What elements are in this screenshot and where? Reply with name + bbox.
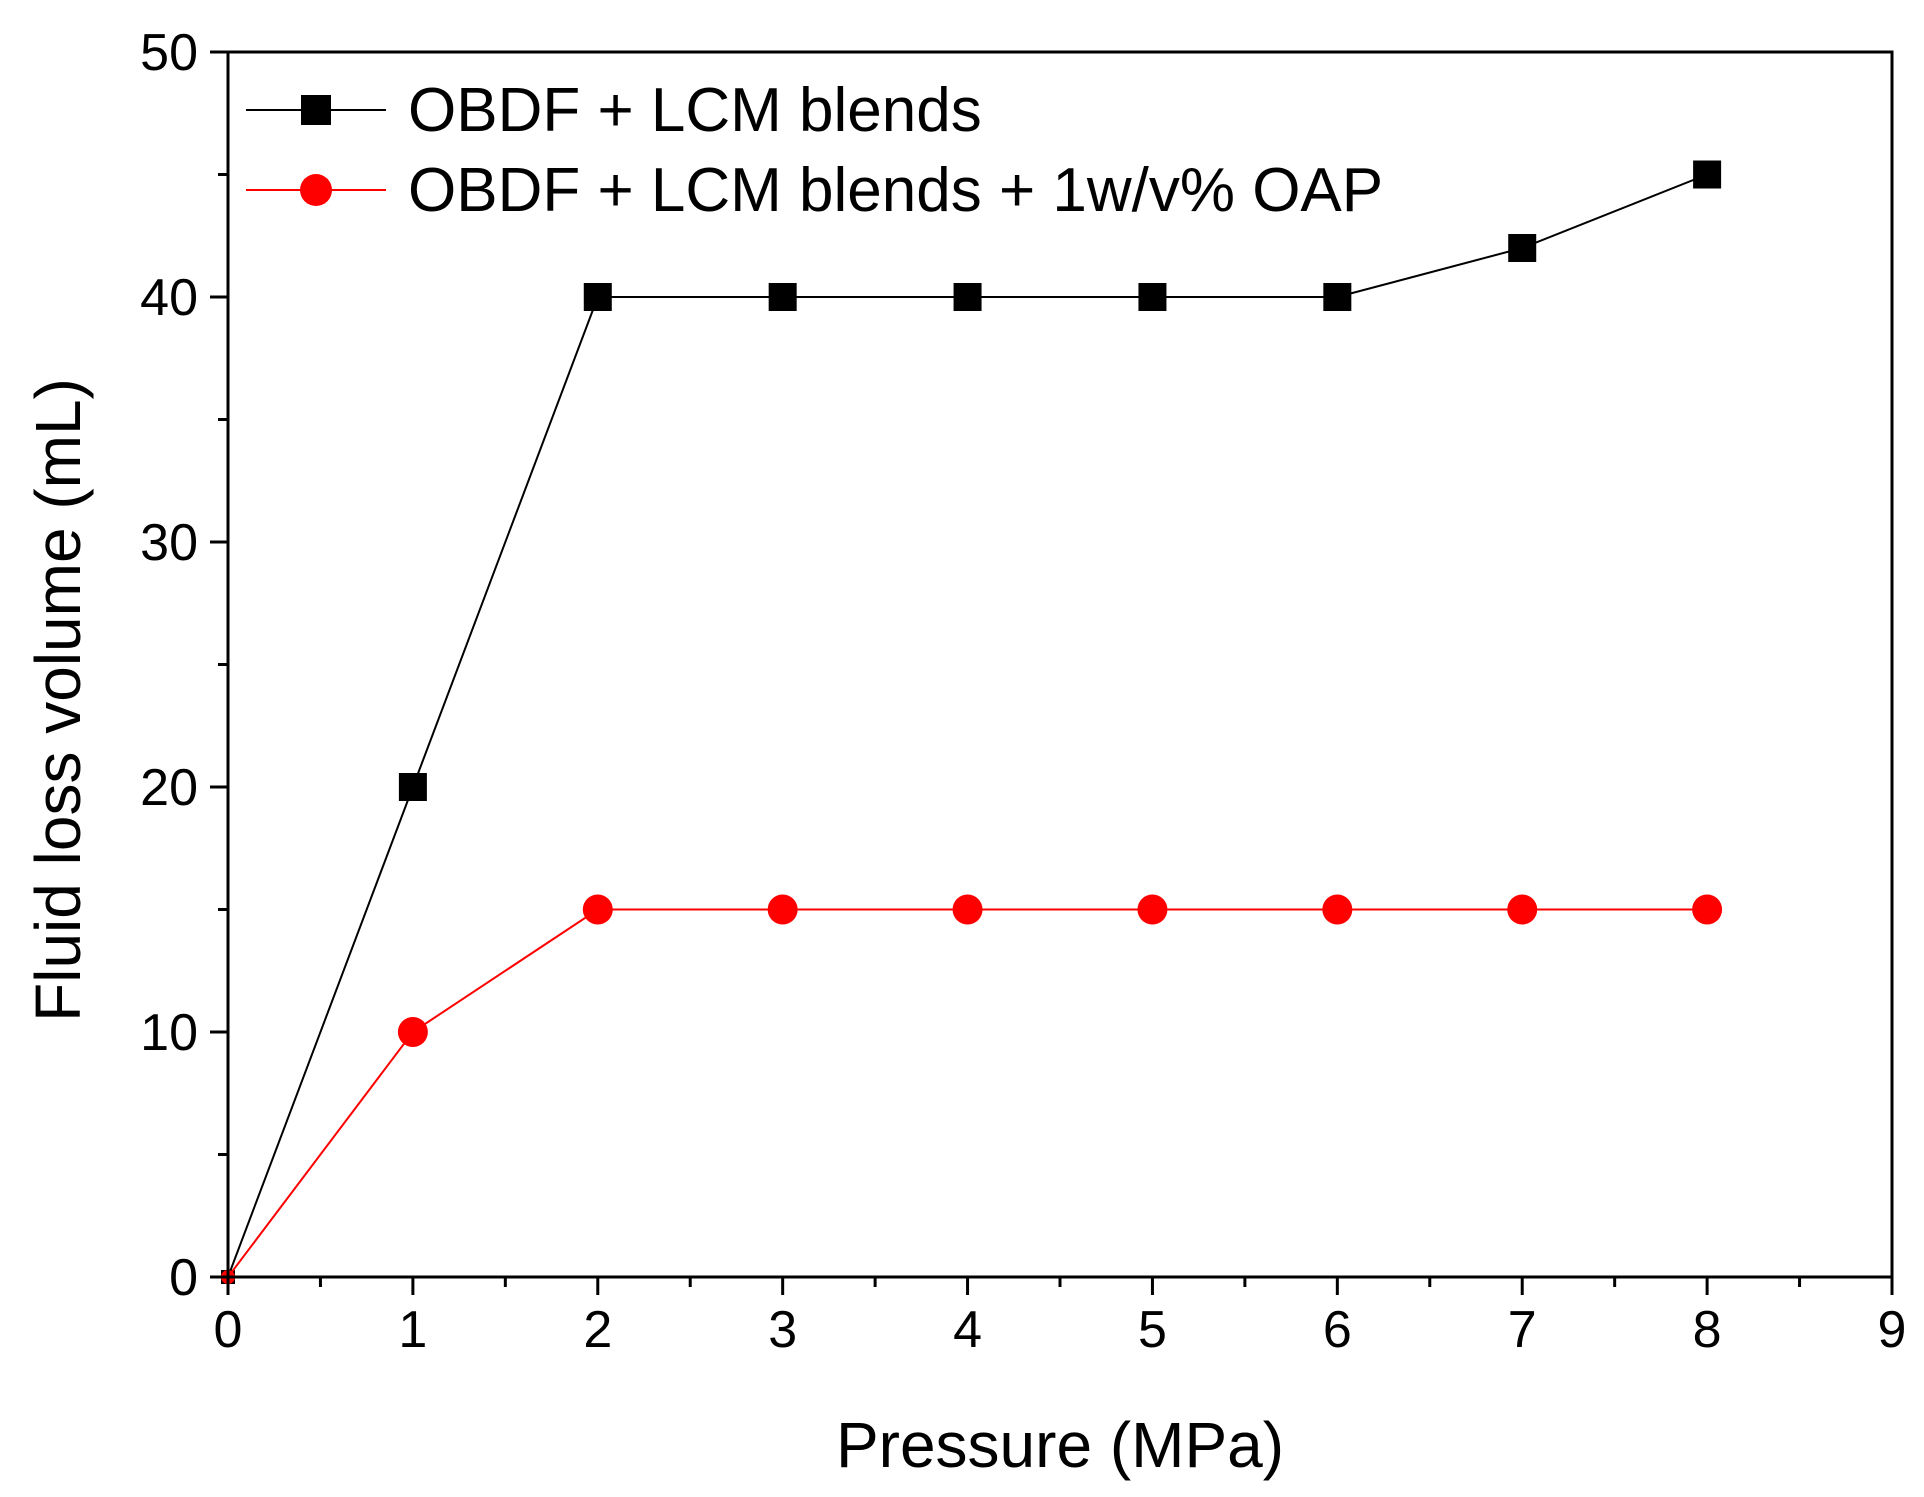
data-point-circle <box>1692 894 1723 925</box>
x-tick-label: 6 <box>1323 1301 1352 1359</box>
data-point-circle <box>1322 894 1353 925</box>
data-point-square <box>1508 234 1537 262</box>
y-tick-label: 20 <box>140 759 198 817</box>
x-tick-label: 9 <box>1878 1301 1907 1359</box>
y-axis-title: Fluid loss volume (mL) <box>22 378 94 1022</box>
data-point-square <box>398 773 427 801</box>
legend-label-series-1: OBDF + LCM blends <box>408 76 982 145</box>
data-point-square <box>953 283 982 311</box>
legend-marker-circle <box>300 174 332 206</box>
x-tick-label: 8 <box>1693 1301 1722 1359</box>
series-2 <box>221 894 1723 1284</box>
data-point-circle <box>767 894 798 925</box>
y-tick-label: 10 <box>140 1004 198 1062</box>
x-axis-title: Pressure (MPa) <box>836 1409 1284 1481</box>
series-layer <box>221 160 1723 1284</box>
data-point-circle <box>582 894 613 925</box>
series-line <box>227 173 1708 1278</box>
series-1 <box>221 160 1722 1284</box>
y-tick-label: 40 <box>140 269 198 327</box>
y-tick-label: 0 <box>169 1249 198 1307</box>
data-point-square <box>583 283 612 311</box>
x-tick-label: 4 <box>953 1301 982 1359</box>
x-tick-label: 0 <box>214 1301 243 1359</box>
x-tick-label: 3 <box>768 1301 797 1359</box>
series-line <box>227 908 1708 1278</box>
x-tick-label: 1 <box>398 1301 427 1359</box>
data-point-square <box>1323 283 1352 311</box>
data-point-circle <box>397 1017 428 1047</box>
legend: OBDF + LCM blends OBDF + LCM blends + 1w… <box>246 76 1383 225</box>
data-point-square <box>1138 283 1167 311</box>
x-tick-label: 7 <box>1508 1301 1537 1359</box>
data-point-circle <box>952 894 983 925</box>
legend-marker-square <box>301 95 331 125</box>
axis-layer: 0 1 2 3 4 5 6 7 8 9 0 10 20 30 40 50 <box>140 24 1906 1359</box>
legend-label-series-2: OBDF + LCM blends + 1w/v% OAP <box>408 156 1383 225</box>
x-tick-label: 5 <box>1138 1301 1167 1359</box>
y-tick-label: 50 <box>140 24 198 82</box>
data-point-circle <box>1137 894 1168 925</box>
data-point-square <box>768 283 797 311</box>
data-point-square <box>1693 160 1722 189</box>
data-point-circle <box>1507 894 1538 925</box>
plot-frame <box>226 50 1894 1279</box>
x-tick-label: 2 <box>583 1301 612 1359</box>
y-tick-label: 30 <box>140 514 198 572</box>
